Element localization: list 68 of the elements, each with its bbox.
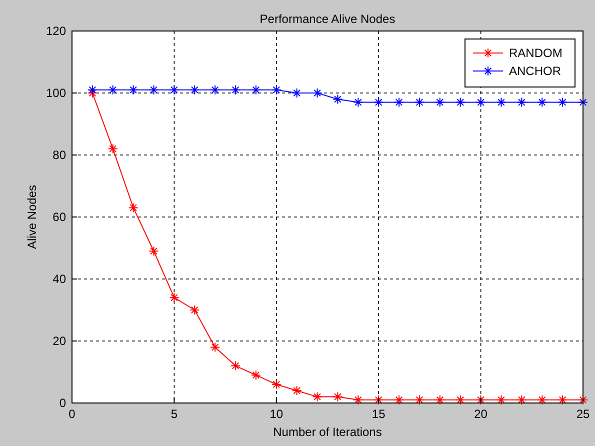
point [434, 97, 445, 108]
x-tick-label: 25 [576, 407, 590, 421]
point [496, 394, 506, 405]
point [394, 394, 404, 405]
point [374, 394, 384, 405]
point [414, 394, 424, 405]
point [578, 394, 588, 405]
point [148, 84, 159, 95]
x-tick-label: 5 [170, 407, 178, 421]
point [108, 84, 118, 95]
point [434, 394, 445, 405]
y-axis-title: Alive Nodes [25, 184, 39, 250]
point [332, 392, 343, 402]
legend-label: ANCHOR [509, 64, 562, 78]
point [230, 84, 241, 95]
point [108, 144, 118, 154]
point [374, 97, 384, 108]
point [476, 97, 486, 108]
y-tick-label: 40 [52, 272, 66, 286]
point [455, 394, 466, 405]
y-tick-label: 100 [46, 86, 66, 100]
point [292, 386, 302, 396]
point [292, 88, 302, 98]
point [414, 97, 424, 108]
point [87, 88, 98, 98]
x-tick-label: 10 [270, 407, 284, 421]
point [455, 97, 466, 108]
point [87, 84, 98, 95]
x-tick-label: 15 [372, 407, 386, 421]
point [558, 97, 568, 108]
x-tick-label: 20 [474, 407, 488, 421]
point [148, 246, 159, 256]
point [476, 394, 486, 405]
point [516, 394, 527, 405]
point [332, 94, 343, 104]
point [312, 88, 322, 98]
point [250, 84, 261, 95]
x-axis-title: Number of Iterations [273, 425, 382, 439]
point [496, 97, 506, 108]
y-tick-label: 120 [46, 24, 66, 38]
y-tick-label: 80 [52, 148, 66, 162]
point [558, 394, 568, 405]
point [353, 394, 364, 405]
point [394, 97, 404, 108]
y-tick-label: 60 [52, 210, 66, 224]
chart-title: Performance Alive Nodes [260, 12, 396, 26]
point [169, 292, 180, 303]
point [353, 97, 364, 108]
point [250, 370, 261, 380]
point [210, 342, 220, 352]
point [128, 202, 138, 213]
y-tick-label: 20 [52, 334, 66, 348]
y-tick-label: 0 [59, 396, 66, 410]
point [230, 360, 241, 371]
point [190, 305, 200, 315]
point [169, 84, 180, 95]
point [537, 394, 548, 405]
point [271, 379, 282, 390]
point [271, 84, 282, 95]
point [312, 392, 322, 402]
point [210, 84, 220, 95]
point [516, 97, 527, 108]
point [190, 84, 200, 95]
x-tick-label: 0 [68, 407, 76, 421]
legend-label: RANDOM [509, 46, 562, 60]
point [537, 97, 548, 108]
point [128, 84, 138, 95]
point [578, 97, 588, 108]
